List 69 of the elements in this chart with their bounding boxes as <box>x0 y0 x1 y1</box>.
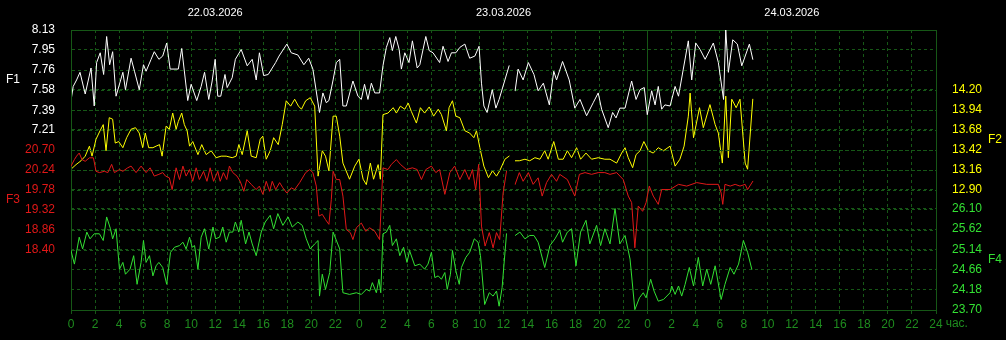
x-tick-label: 22 <box>616 316 631 331</box>
x-tick-label: 12 <box>208 316 223 331</box>
x-tick-label: 12 <box>496 316 511 331</box>
x-tick-label: 0 <box>355 316 363 331</box>
x2-tick-label: 24.03.2026 <box>764 6 820 19</box>
y2-tick-label: 14.20 <box>952 82 983 97</box>
x2-tick-label: 22.03.2026 <box>187 6 243 19</box>
y-tick-label: 18.40 <box>24 242 56 257</box>
x-tick-label: 0 <box>67 316 75 331</box>
y2-tick-label: 13.42 <box>952 142 983 157</box>
x-tick-label: 24 <box>929 316 943 331</box>
y2-tick-label: 12.90 <box>952 182 983 197</box>
y2-axis-title: F2 <box>987 132 1003 147</box>
x-tick-label: 16 <box>544 316 559 331</box>
x-tick-label: 20 <box>592 316 607 331</box>
x-tick-label: 2 <box>668 316 676 331</box>
x-tick-label: 10 <box>761 316 775 331</box>
y-tick-label: 7.76 <box>31 62 56 77</box>
y2-tick-label: 24.18 <box>952 282 983 297</box>
y-tick-label: 20.24 <box>24 162 56 177</box>
x-tick-label: 2 <box>91 316 99 331</box>
y2-tick-label: 26.10 <box>952 201 983 216</box>
x-tick-label: 20 <box>304 316 319 331</box>
y2-tick-label: 25.62 <box>952 221 983 236</box>
x-tick-label: 6 <box>716 316 724 331</box>
y2-tick-label: 25.14 <box>952 241 983 256</box>
y-tick-label: 19.78 <box>24 182 56 197</box>
y-tick-label: 19.32 <box>24 202 56 217</box>
y2-tick-label: 24.66 <box>952 261 983 276</box>
y2-tick-label: 13.68 <box>952 122 983 137</box>
y2-tick-label: 23.70 <box>952 302 983 317</box>
x-tick-label: 12 <box>785 316 799 331</box>
x-tick-label: 14 <box>520 316 535 331</box>
x-tick-label: 14 <box>809 316 823 331</box>
y-tick-label: 7.39 <box>31 102 56 117</box>
x-tick-label: 8 <box>163 316 171 331</box>
y-tick-label: 20.70 <box>24 142 56 157</box>
y-tick-label: 8.13 <box>31 22 56 37</box>
x-axis-title: час. <box>945 316 968 331</box>
x-tick-label: 16 <box>256 316 271 331</box>
x-tick-label: 4 <box>404 316 412 331</box>
x-tick-label: 8 <box>452 316 460 331</box>
y2-tick-label: 13.94 <box>952 102 983 117</box>
y-axis-title: F1 <box>6 72 21 87</box>
x-tick-label: 4 <box>692 316 700 331</box>
x-tick-label: 2 <box>380 316 388 331</box>
y-tick-label: 18.86 <box>24 222 56 237</box>
x-tick-label: 6 <box>139 316 147 331</box>
y-tick-label: 7.58 <box>31 82 56 96</box>
y2-axis-title: F4 <box>987 251 1003 266</box>
x-tick-label: 4 <box>115 316 123 331</box>
x-tick-label: 18 <box>568 316 583 331</box>
x-tick-label: 6 <box>428 316 436 331</box>
y-axis-title: F3 <box>6 192 21 207</box>
x-tick-label: 10 <box>184 316 199 331</box>
x-tick-label: 18 <box>280 316 295 331</box>
x-tick-label: 18 <box>857 316 871 331</box>
x-tick-label: 0 <box>644 316 652 331</box>
x-tick-label: 8 <box>740 316 748 331</box>
y-tick-label: 7.95 <box>31 41 56 56</box>
y-tick-label: 7.21 <box>31 122 56 137</box>
x-tick-label: 22 <box>905 316 919 331</box>
x-tick-label: 20 <box>881 316 895 331</box>
x-tick-label: 10 <box>472 316 487 331</box>
x2-tick-label: 23.03.2026 <box>475 6 532 19</box>
x-tick-label: 14 <box>232 316 247 331</box>
x-tick-label: 22 <box>328 316 343 331</box>
x-tick-label: 16 <box>833 316 847 331</box>
y2-tick-label: 13.16 <box>952 162 983 177</box>
